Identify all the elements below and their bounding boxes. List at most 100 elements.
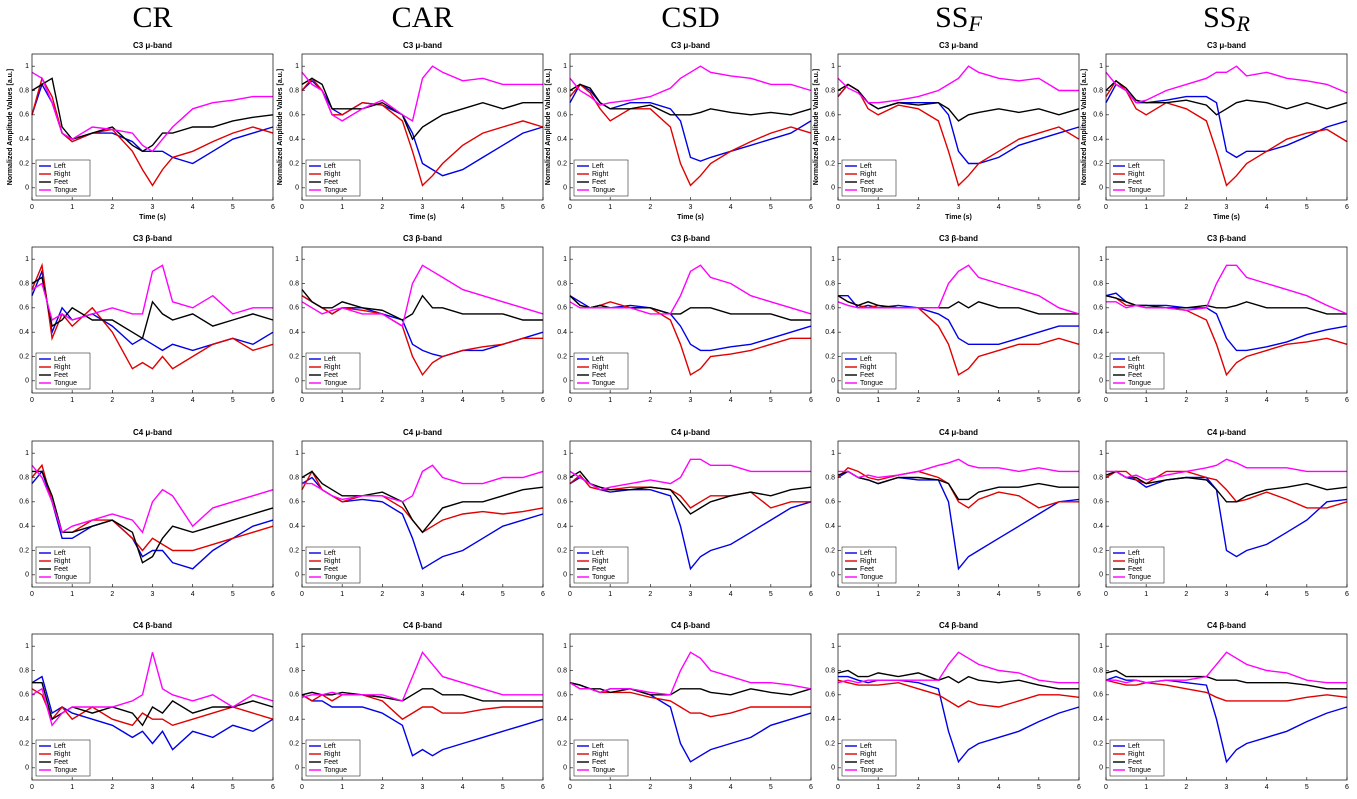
y-tick-label: 0.2 xyxy=(289,353,299,360)
x-tick-label: 3 xyxy=(151,784,155,791)
legend-label: Feet xyxy=(54,566,68,573)
x-tick-label: 6 xyxy=(271,204,275,211)
legend-label: Feet xyxy=(592,179,606,186)
y-tick-label: 0 xyxy=(831,765,835,772)
x-tick-label: 1 xyxy=(608,591,612,598)
y-tick-label: 0.6 xyxy=(1093,112,1103,119)
axes-frame xyxy=(1105,440,1348,588)
data-line xyxy=(1105,65,1348,104)
data-line xyxy=(301,264,544,328)
y-tick-label: 0.8 xyxy=(289,87,299,94)
x-tick-label: 4 xyxy=(191,784,195,791)
y-tick-label: 0.4 xyxy=(1093,136,1103,143)
legend-label: Tongue xyxy=(860,574,883,581)
x-tick-label: 4 xyxy=(997,397,1001,404)
legend-label: Tongue xyxy=(54,187,77,194)
data-line xyxy=(301,65,543,122)
x-tick-label: 2 xyxy=(110,591,114,598)
y-tick-label: 0.6 xyxy=(289,499,299,506)
y-tick-label: 0.6 xyxy=(289,305,299,312)
data-line xyxy=(1105,669,1347,690)
axes-frame xyxy=(569,246,812,394)
x-tick-label: 3 xyxy=(1225,591,1229,598)
column-title: CAR xyxy=(392,1,454,34)
x-tick-label: 3 xyxy=(151,591,155,598)
y-tick-label: 0.4 xyxy=(19,716,29,723)
y-tick-label: 0.8 xyxy=(557,87,567,94)
y-tick-label: 0 xyxy=(25,378,29,385)
x-tick-label: 6 xyxy=(809,397,813,404)
x-tick-label: 2 xyxy=(380,591,384,598)
x-tick-label: 6 xyxy=(809,204,813,211)
x-tick-label: 3 xyxy=(1225,784,1229,791)
x-tick-label: 6 xyxy=(271,591,275,598)
x-tick-label: 2 xyxy=(110,784,114,791)
y-tick-label: 0.2 xyxy=(289,547,299,554)
x-tick-label: 2 xyxy=(1184,397,1188,404)
y-tick-label: 0.8 xyxy=(825,87,835,94)
y-tick-label: 0.8 xyxy=(289,280,299,287)
legend-label: Feet xyxy=(860,759,874,766)
y-tick-label: 0.6 xyxy=(557,499,567,506)
column-title-subscript: R xyxy=(1235,11,1250,36)
legend-label: Right xyxy=(54,751,70,758)
x-tick-label: 2 xyxy=(380,204,384,211)
legend-label: Tongue xyxy=(860,767,883,774)
y-tick-label: 1 xyxy=(563,643,567,650)
data-line xyxy=(301,289,543,321)
panel: C3 β-band 0 0.2 0.4 0.6 0.8 1 0 1 2 3 4 5 6 LeftRightF… xyxy=(557,234,813,404)
data-line xyxy=(1105,79,1348,187)
panel: C4 β-band 0 0.2 0.4 0.6 0.8 1 0 1 2 3 4 5 6 LeftRightF… xyxy=(557,621,813,791)
x-tick-label: 2 xyxy=(1184,591,1188,598)
y-tick-label: 0.4 xyxy=(289,716,299,723)
x-tick-label: 4 xyxy=(997,591,1001,598)
x-tick-label: 1 xyxy=(876,397,880,404)
x-tick-label: 6 xyxy=(1077,204,1081,211)
x-tick-label: 2 xyxy=(916,784,920,791)
y-tick-label: 0.4 xyxy=(825,329,835,336)
legend-label: Right xyxy=(54,171,70,178)
y-tick-label: 0 xyxy=(563,765,567,772)
y-tick-label: 1 xyxy=(831,643,835,650)
legend-label: Right xyxy=(324,558,340,565)
y-tick-label: 0.4 xyxy=(557,523,567,530)
y-tick-label: 0.4 xyxy=(1093,329,1103,336)
y-tick-label: 0.6 xyxy=(1093,692,1103,699)
legend-label: Right xyxy=(54,364,70,371)
x-tick-label: 5 xyxy=(501,591,505,598)
x-axis-label: Time (s) xyxy=(945,214,972,221)
legend-label: Feet xyxy=(324,372,338,379)
x-tick-label: 0 xyxy=(30,204,34,211)
panel-title: C3 μ-band xyxy=(671,41,710,50)
x-tick-label: 5 xyxy=(1037,784,1041,791)
x-tick-label: 3 xyxy=(421,397,425,404)
y-tick-label: 1 xyxy=(1099,643,1103,650)
x-tick-label: 6 xyxy=(1077,784,1081,791)
y-tick-label: 0 xyxy=(563,572,567,579)
y-tick-label: 0.4 xyxy=(19,136,29,143)
data-line xyxy=(301,79,544,177)
y-tick-label: 1 xyxy=(831,256,835,263)
x-tick-label: 5 xyxy=(501,204,505,211)
x-tick-label: 2 xyxy=(648,397,652,404)
y-tick-label: 1 xyxy=(563,63,567,70)
x-tick-label: 0 xyxy=(836,591,840,598)
panel: C4 μ-band 0 0.2 0.4 0.6 0.8 1 0 1 2 3 4 5 6 LeftRightF… xyxy=(825,428,1081,598)
x-tick-label: 0 xyxy=(1104,591,1108,598)
y-tick-label: 0.2 xyxy=(1093,160,1103,167)
x-tick-label: 1 xyxy=(608,204,612,211)
y-tick-label: 0.6 xyxy=(19,112,29,119)
x-tick-label: 1 xyxy=(70,204,74,211)
legend-label: Right xyxy=(592,364,608,371)
x-tick-label: 4 xyxy=(1265,591,1269,598)
x-tick-label: 2 xyxy=(916,397,920,404)
legend-label: Left xyxy=(592,550,604,557)
x-tick-label: 5 xyxy=(769,204,773,211)
legend-label: Tongue xyxy=(860,380,883,387)
y-tick-label: 0.8 xyxy=(557,474,567,481)
x-tick-label: 2 xyxy=(916,591,920,598)
x-tick-label: 3 xyxy=(151,204,155,211)
panel-title: C4 β-band xyxy=(403,621,442,630)
